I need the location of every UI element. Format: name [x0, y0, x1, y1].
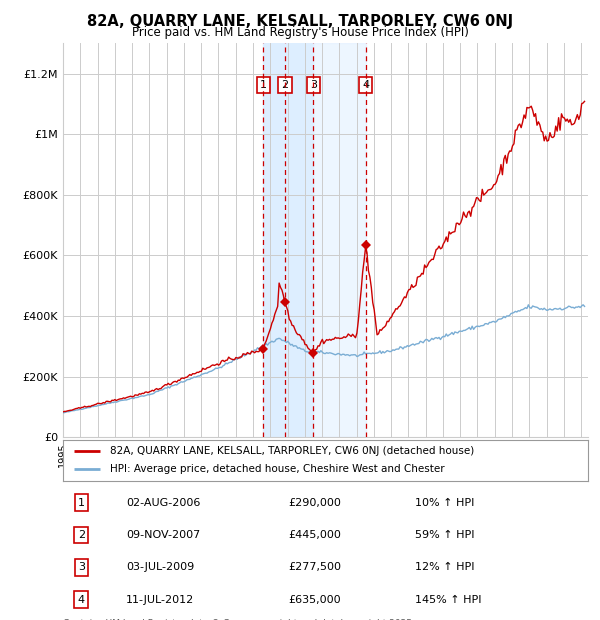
Text: 3: 3	[78, 562, 85, 572]
Text: HPI: Average price, detached house, Cheshire West and Chester: HPI: Average price, detached house, Ches…	[110, 464, 445, 474]
Bar	[263, 43, 313, 437]
Text: 4: 4	[362, 80, 370, 90]
Text: £277,500: £277,500	[289, 562, 342, 572]
Text: 3: 3	[310, 80, 317, 90]
Text: 02-AUG-2006: 02-AUG-2006	[126, 498, 200, 508]
Text: 2: 2	[281, 80, 289, 90]
Text: 2: 2	[78, 530, 85, 540]
Text: Contains HM Land Registry data © Crown copyright and database right 2025.
This d: Contains HM Land Registry data © Crown c…	[63, 619, 415, 620]
Text: Price paid vs. HM Land Registry's House Price Index (HPI): Price paid vs. HM Land Registry's House …	[131, 26, 469, 39]
Text: 10% ↑ HPI: 10% ↑ HPI	[415, 498, 474, 508]
Text: £445,000: £445,000	[289, 530, 341, 540]
Text: 1: 1	[260, 80, 266, 90]
Text: 145% ↑ HPI: 145% ↑ HPI	[415, 595, 481, 604]
Text: 1: 1	[78, 498, 85, 508]
Text: 82A, QUARRY LANE, KELSALL, TARPORLEY, CW6 0NJ (detached house): 82A, QUARRY LANE, KELSALL, TARPORLEY, CW…	[110, 446, 475, 456]
Text: 59% ↑ HPI: 59% ↑ HPI	[415, 530, 474, 540]
Text: £290,000: £290,000	[289, 498, 341, 508]
Text: 82A, QUARRY LANE, KELSALL, TARPORLEY, CW6 0NJ: 82A, QUARRY LANE, KELSALL, TARPORLEY, CW…	[87, 14, 513, 29]
Text: 4: 4	[78, 595, 85, 604]
Text: 03-JUL-2009: 03-JUL-2009	[126, 562, 194, 572]
Text: 12% ↑ HPI: 12% ↑ HPI	[415, 562, 474, 572]
Text: £635,000: £635,000	[289, 595, 341, 604]
Text: 09-NOV-2007: 09-NOV-2007	[126, 530, 200, 540]
Bar	[313, 43, 366, 437]
Text: 11-JUL-2012: 11-JUL-2012	[126, 595, 194, 604]
